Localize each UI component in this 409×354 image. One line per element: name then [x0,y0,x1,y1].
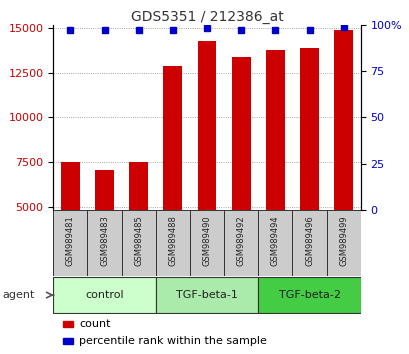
Text: GSM989483: GSM989483 [100,216,109,266]
Bar [61,162,80,296]
Text: GSM989488: GSM989488 [168,216,177,266]
Text: count: count [79,319,111,329]
Bar [197,41,216,296]
Bar [155,277,258,313]
Text: GSM989496: GSM989496 [304,216,313,266]
Bar [258,210,292,276]
Bar [333,30,352,296]
Text: percentile rank within the sample: percentile rank within the sample [79,336,267,346]
Bar [53,210,87,276]
Text: agent: agent [2,290,34,300]
Bar [53,277,155,313]
Bar [299,48,318,296]
Bar [121,210,155,276]
Text: TGF-beta-2: TGF-beta-2 [278,290,340,300]
Bar [224,210,258,276]
Bar [163,66,182,296]
Text: TGF-beta-1: TGF-beta-1 [176,290,237,300]
Bar [326,210,360,276]
Bar [292,210,326,276]
Bar [87,210,121,276]
Text: GSM989485: GSM989485 [134,216,143,266]
Bar [62,321,73,327]
Bar [231,57,250,296]
Bar [258,277,360,313]
Text: GSM989494: GSM989494 [270,216,279,266]
Bar [129,162,148,296]
Bar [95,170,114,296]
Bar [189,210,224,276]
Title: GDS5351 / 212386_at: GDS5351 / 212386_at [130,10,283,24]
Bar [265,50,284,296]
Text: control: control [85,290,124,300]
Bar [155,210,189,276]
Text: GSM989499: GSM989499 [338,216,347,266]
Text: GSM989492: GSM989492 [236,216,245,266]
Text: GSM989490: GSM989490 [202,216,211,266]
Text: GSM989481: GSM989481 [66,216,75,266]
Bar [62,338,73,344]
